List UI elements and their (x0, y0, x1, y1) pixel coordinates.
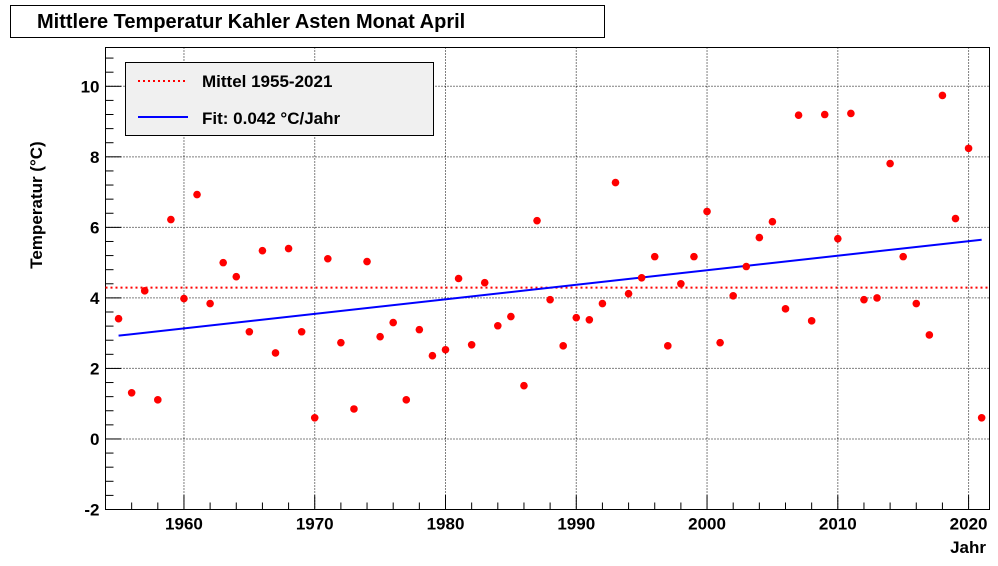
data-point (951, 214, 960, 223)
y-tick-label: 6 (90, 218, 99, 237)
data-point (912, 299, 921, 308)
grid (105, 47, 990, 510)
data-point (690, 252, 698, 261)
data-point (624, 289, 633, 298)
data-point (154, 396, 162, 404)
y-tick-label: 0 (90, 430, 99, 449)
data-point (664, 342, 672, 350)
data-point (480, 278, 489, 287)
data-point (389, 318, 397, 327)
data-point (127, 388, 136, 397)
data-point (977, 414, 986, 422)
data-point (167, 215, 175, 224)
data-point (860, 295, 868, 304)
y-tick-label: -2 (84, 501, 99, 520)
data-point (324, 254, 332, 263)
data-point (677, 279, 685, 288)
data-point (703, 207, 711, 216)
data-point (886, 159, 894, 168)
y-tick-label: 10 (81, 77, 100, 96)
data-point (232, 272, 241, 281)
legend-box (125, 62, 434, 136)
x-tick-label: 1990 (557, 515, 595, 534)
data-point (219, 258, 227, 267)
data-point (140, 287, 149, 295)
x-tick-label: 1970 (296, 515, 334, 534)
data-point (611, 178, 620, 187)
legend-mean-label: Mittel 1955-2021 (202, 72, 332, 91)
data-point (729, 291, 737, 300)
data-point (520, 381, 528, 390)
data-point (467, 341, 476, 349)
data-point (271, 349, 280, 357)
data-point (807, 317, 816, 325)
data-point (755, 233, 764, 242)
data-point (559, 342, 567, 350)
data-point (650, 252, 659, 261)
data-point (938, 91, 947, 100)
data-point (337, 338, 345, 347)
data-point (533, 216, 541, 225)
data-point (794, 111, 803, 120)
chart-title: Mittlere Temperatur Kahler Asten Monat A… (37, 11, 465, 33)
y-tick-label: 4 (90, 289, 100, 308)
data-point (899, 252, 907, 261)
data-point (454, 274, 463, 283)
legend: Mittel 1955-2021 Fit: 0.042 °C/Jahr (125, 62, 434, 136)
data-point (781, 305, 790, 313)
x-tick-label: 1980 (427, 515, 465, 534)
data-point (585, 315, 594, 324)
data-point (494, 321, 502, 330)
data-point (546, 295, 554, 304)
legend-fit-label: Fit: 0.042 °C/Jahr (202, 109, 341, 128)
data-point (598, 299, 607, 308)
data-point (768, 217, 777, 226)
y-tick-label: 8 (90, 148, 99, 167)
x-tick-label: 1960 (165, 515, 203, 534)
x-tick-label: 2010 (819, 515, 857, 534)
y-axis-label: Temperatur (°C) (27, 141, 46, 268)
data-point (376, 332, 384, 341)
y-tick-label: 2 (90, 359, 99, 378)
data-points (114, 91, 986, 422)
data-point (363, 257, 371, 266)
data-point (441, 345, 450, 354)
data-point (820, 110, 829, 119)
data-point (964, 144, 973, 153)
data-point (716, 338, 724, 347)
data-point (415, 325, 424, 334)
data-point (180, 294, 188, 303)
x-axis-label: Jahr (950, 538, 986, 557)
data-point (297, 327, 306, 336)
fit-line (118, 238, 982, 337)
data-point (428, 351, 437, 360)
data-point (206, 299, 214, 308)
data-point (193, 190, 201, 199)
data-point (507, 312, 515, 321)
plot-frame (105, 47, 990, 510)
data-point (637, 273, 646, 282)
data-point (114, 314, 123, 323)
data-point (310, 414, 319, 422)
x-tick-label: 2020 (950, 515, 988, 534)
data-point (847, 109, 855, 118)
title-box (10, 5, 605, 38)
axis-ticks: 1960 1970 1980 1990 2000 2010 2020 -2 0 2 4 6 8 10 (81, 57, 988, 534)
data-point (834, 234, 842, 243)
data-point (572, 313, 581, 322)
data-point (350, 405, 358, 413)
x-tick-label: 2000 (688, 515, 726, 534)
data-point (873, 294, 881, 302)
data-point (258, 246, 267, 255)
data-point (402, 396, 411, 404)
data-point (245, 327, 254, 336)
data-point (742, 262, 751, 271)
data-point (284, 244, 293, 253)
data-point (925, 331, 934, 339)
